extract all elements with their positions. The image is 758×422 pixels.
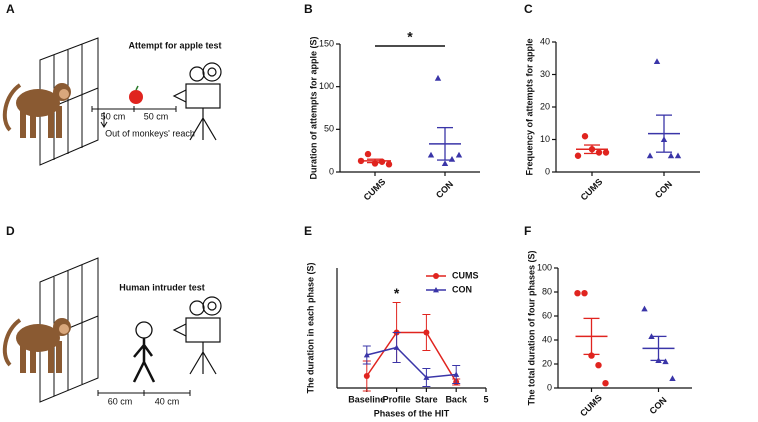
marker xyxy=(385,161,393,168)
y-tick-label: 40 xyxy=(540,36,550,46)
significance: * xyxy=(407,29,413,45)
marker xyxy=(653,58,661,65)
monkey xyxy=(2,318,71,373)
y-axis-label: The total duration of four phases (S) xyxy=(526,250,536,405)
y-axis-label: Frequency of attempts for apple xyxy=(524,38,534,175)
distance: 50 cm xyxy=(144,111,169,121)
marker xyxy=(574,152,582,159)
y-tick-label: 0 xyxy=(547,382,552,392)
panel-label: A xyxy=(6,2,15,16)
human xyxy=(132,321,156,383)
legend-label: CON xyxy=(452,284,472,294)
marker xyxy=(393,344,400,350)
measure xyxy=(97,390,191,396)
y-tick-label: 100 xyxy=(319,81,334,91)
panel-label: F xyxy=(524,224,531,238)
y-tick-label: 80 xyxy=(542,286,552,296)
marker xyxy=(427,151,435,158)
marker xyxy=(574,290,581,297)
marker xyxy=(433,287,439,293)
y-tick-label: 10 xyxy=(540,134,550,144)
y-tick-label: 0 xyxy=(545,166,550,176)
x-tick-label: CON xyxy=(647,395,668,416)
x-tick-label: CUMS xyxy=(578,393,604,419)
y-tick-label: 20 xyxy=(540,101,550,111)
x-tick-label: 5 xyxy=(483,394,488,404)
y-axis-label: Duration of attempts for apple (S) xyxy=(308,36,318,179)
marker xyxy=(595,149,603,156)
diagram-note: Out of monkeys' reach xyxy=(105,128,195,138)
distance: 50 cm xyxy=(101,111,126,121)
x-tick-label: CUMS xyxy=(362,177,388,203)
diagram-title: Human intruder test xyxy=(119,282,205,292)
marker xyxy=(602,380,609,387)
y-tick-label: 100 xyxy=(537,262,552,272)
marker xyxy=(602,149,610,156)
marker xyxy=(423,329,430,336)
marker xyxy=(371,160,379,167)
marker xyxy=(581,290,588,297)
series-line xyxy=(366,346,457,379)
y-tick-label: 20 xyxy=(542,358,552,368)
marker xyxy=(595,362,602,369)
y-axis-label: The duration in each phase (S) xyxy=(305,262,315,393)
diagram-title: Attempt for apple test xyxy=(128,40,221,50)
marker xyxy=(674,152,682,159)
panel-label: C xyxy=(524,2,533,16)
x-tick-label: Stare xyxy=(415,394,438,404)
marker xyxy=(441,160,449,167)
y-tick-label: 150 xyxy=(319,38,334,48)
apple xyxy=(129,90,143,104)
apple-stem xyxy=(135,85,139,91)
y-tick-label: 60 xyxy=(542,310,552,320)
measure xyxy=(91,106,177,126)
marker xyxy=(646,152,654,159)
marker xyxy=(448,156,456,162)
panel-label: D xyxy=(6,224,15,238)
arrow xyxy=(100,121,108,128)
y-tick-label: 30 xyxy=(540,69,550,79)
marker xyxy=(453,371,460,377)
legend-label: CUMS xyxy=(452,270,479,280)
y-tick-label: 40 xyxy=(542,334,552,344)
series-line xyxy=(366,331,457,383)
x-tick-label: CON xyxy=(653,179,674,200)
panel-label: E xyxy=(304,224,312,238)
diagram-intruder: Human intruder test 60 cm 40 cm xyxy=(2,257,222,406)
marker xyxy=(433,273,439,279)
distance: 40 cm xyxy=(155,396,180,406)
y-tick-label: 0 xyxy=(329,166,334,176)
marker xyxy=(423,374,430,380)
marker xyxy=(364,150,372,158)
marker xyxy=(363,373,370,379)
panel-label: B xyxy=(304,2,313,16)
x-axis-label: Phases of the HIT xyxy=(374,408,450,418)
camera xyxy=(172,296,222,375)
x-tick-label: Profile xyxy=(383,394,411,404)
y-tick-label: 50 xyxy=(324,124,334,134)
marker xyxy=(667,152,675,159)
x-tick-label: Baseline xyxy=(348,394,385,404)
significance: * xyxy=(394,285,400,301)
diagram-apple: Attempt for apple test 50 cm 50 cm Out o… xyxy=(2,37,222,166)
marker xyxy=(581,133,589,140)
marker xyxy=(363,352,370,358)
marker xyxy=(434,74,442,81)
x-tick-label: CON xyxy=(434,179,455,200)
x-tick-label: CUMS xyxy=(579,177,605,203)
marker xyxy=(662,358,669,365)
marker xyxy=(455,151,463,158)
x-tick-label: Back xyxy=(445,394,468,404)
monkey xyxy=(2,83,71,138)
camera xyxy=(172,62,222,141)
distance: 60 cm xyxy=(108,396,133,406)
marker xyxy=(669,375,676,381)
marker xyxy=(641,305,648,312)
